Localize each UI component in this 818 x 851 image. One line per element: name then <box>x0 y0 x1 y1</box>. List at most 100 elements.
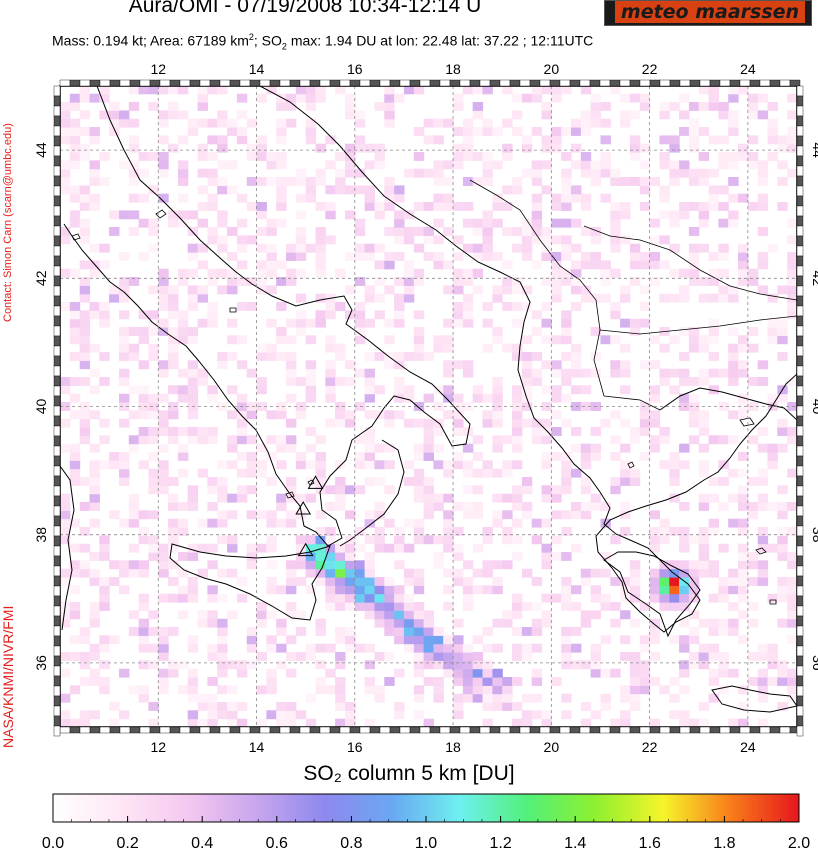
so2-pixel <box>305 718 317 727</box>
so2-pixel <box>266 243 277 253</box>
so2-pixel <box>521 368 533 378</box>
so2-pixel <box>69 410 81 420</box>
so2-pixel <box>688 610 700 620</box>
so2-pixel <box>767 460 778 470</box>
so2-pixel <box>610 202 621 211</box>
so2-pixel <box>236 335 248 345</box>
frame-segment <box>729 79 741 87</box>
so2-pixel <box>305 243 317 253</box>
so2-pixel <box>227 710 238 720</box>
so2-pixel <box>639 418 651 428</box>
coast-italy <box>63 86 471 547</box>
so2-pixel <box>580 285 592 295</box>
so2-pixel <box>728 352 739 361</box>
so2-pixel <box>679 352 690 361</box>
frame-segment <box>649 726 661 734</box>
so2-pixel <box>315 452 326 461</box>
so2-pixel <box>69 210 81 220</box>
so2-pixel <box>541 560 552 570</box>
frame-segment <box>359 726 371 734</box>
so2-pixel <box>413 577 425 586</box>
so2-pixel <box>561 652 572 661</box>
so2-pixel <box>168 560 179 570</box>
so2-pixel <box>708 185 719 195</box>
so2-pixel <box>256 602 267 611</box>
so2-pixel <box>374 385 385 395</box>
so2-pixel <box>177 310 189 320</box>
frame-segment <box>796 455 804 467</box>
so2-pixel <box>512 610 523 620</box>
so2-pixel <box>708 560 719 570</box>
so2-pixel <box>246 302 258 311</box>
frame-segment <box>519 726 531 734</box>
so2-pixel <box>217 460 228 470</box>
so2-pixel <box>531 193 543 203</box>
frame-segment <box>53 245 61 257</box>
so2-pixel <box>354 602 366 611</box>
so2-pixel <box>433 135 444 145</box>
so2-pixel <box>620 510 631 520</box>
so2-pixel <box>158 152 169 161</box>
so2-pixel <box>60 668 71 678</box>
so2-pixel <box>600 552 611 561</box>
frame-segment <box>53 665 61 677</box>
so2-pixel <box>148 185 159 195</box>
so2-pixel <box>227 435 238 445</box>
so2-pixel <box>384 577 395 586</box>
so2-pixel <box>541 552 552 561</box>
so2-pixel <box>315 86 326 95</box>
frame-segment <box>53 695 61 707</box>
so2-pixel <box>688 343 700 353</box>
so2-pixel <box>286 610 297 620</box>
so2-pixel <box>266 285 277 295</box>
so2-pixel <box>688 393 700 403</box>
so2-pixel <box>738 468 749 478</box>
so2-pixel <box>423 677 434 686</box>
so2-pixel <box>295 460 307 470</box>
so2-pixel <box>669 693 680 703</box>
so2-pixel <box>777 485 788 495</box>
so2-pixel <box>453 160 464 170</box>
so2-pixel <box>777 510 788 520</box>
so2-pixel <box>492 218 503 228</box>
frame-segment <box>53 225 61 237</box>
so2-pixel <box>109 635 120 645</box>
so2-pixel <box>679 368 690 378</box>
so2-pixel <box>364 518 375 528</box>
so2-pixel <box>345 418 356 428</box>
so2-pixel <box>394 277 405 286</box>
so2-pixel <box>423 393 434 403</box>
so2-pixel <box>403 260 415 270</box>
so2-pixel <box>256 610 267 620</box>
so2-pixel <box>217 218 228 228</box>
so2-pixel <box>128 160 140 170</box>
so2-pixel <box>659 135 670 145</box>
so2-pixel <box>236 427 248 436</box>
so2-pixel <box>669 560 680 570</box>
so2-pixel <box>69 635 81 645</box>
so2-pixel <box>571 627 582 636</box>
so2-pixel <box>79 352 91 361</box>
so2-pixel <box>69 327 81 336</box>
so2-pixel <box>286 360 297 370</box>
so2-pixel <box>286 602 297 611</box>
so2-pixel <box>512 127 523 136</box>
so2-pixel <box>305 643 317 653</box>
so2-pixel <box>394 377 405 386</box>
so2-pixel <box>335 86 346 95</box>
frame-segment <box>269 726 281 734</box>
so2-pixel <box>217 352 228 361</box>
so2-pixel <box>757 260 769 270</box>
frame-segment <box>249 726 261 734</box>
so2-pixel <box>453 452 464 461</box>
so2-pixel <box>286 435 297 445</box>
so2-pixel <box>482 718 493 727</box>
so2-pixel <box>649 593 660 603</box>
so2-pixel <box>561 602 572 611</box>
so2-pixel <box>433 635 444 645</box>
so2-pixel <box>718 593 729 603</box>
so2-pixel <box>99 93 110 103</box>
so2-pixel <box>315 318 326 328</box>
so2-pixel <box>119 118 130 128</box>
frame-segment <box>53 725 61 737</box>
